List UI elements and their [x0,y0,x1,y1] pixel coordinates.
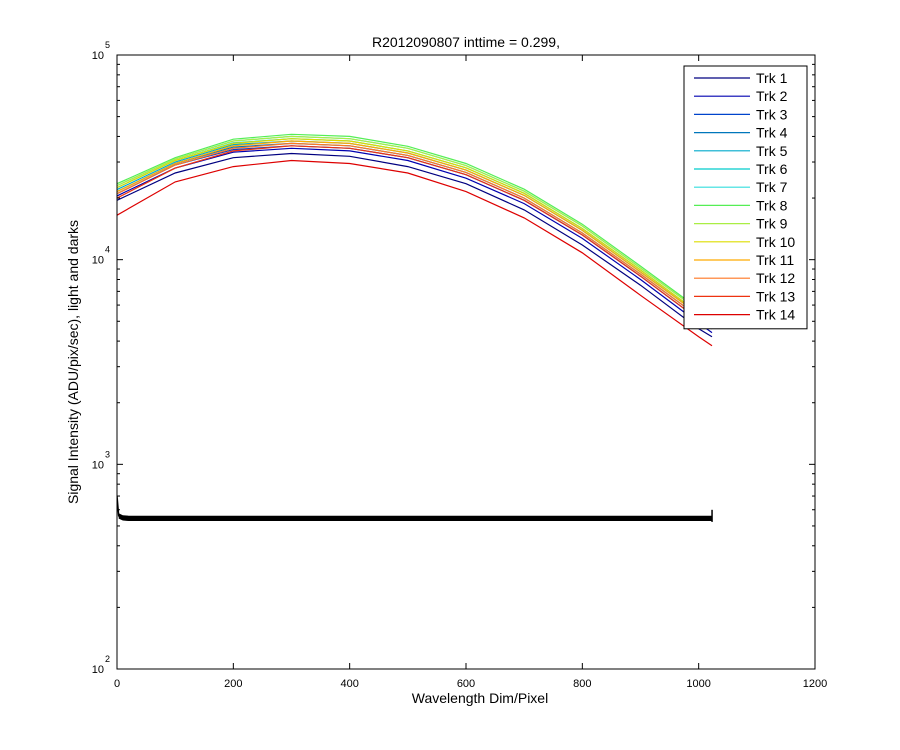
x-tick-label: 400 [340,678,358,690]
series-line-trk-11 [117,140,713,324]
series-line-trk-9 [117,135,713,320]
plot-lines [117,133,713,522]
y-tick-exponent: 4 [105,245,110,255]
x-tick-label: 800 [573,678,591,690]
series-line-trk-14 [117,159,713,347]
y-tick-exponent: 5 [105,40,110,50]
legend-label-trk-8: Trk 8 [756,197,788,213]
x-tick-label: 0 [114,678,120,690]
series-line-trk-12 [117,142,713,327]
series-line-trk-2 [117,147,713,334]
series-line-trk-1 [117,152,713,338]
y-tick-label: 10 [92,50,104,62]
legend-label-trk-7: Trk 7 [756,179,788,195]
x-tick-label: 200 [224,678,242,690]
y-tick-exponent: 3 [105,449,110,459]
series-line-trk-13 [117,145,713,330]
chart-title: R2012090807 inttime = 0.299, [372,34,560,50]
x-tick-label: 1000 [686,678,710,690]
series-line-trk-10 [117,138,713,322]
y-tick-label: 10 [92,664,104,676]
legend-label-trk-14: Trk 14 [756,307,795,323]
legend-label-trk-13: Trk 13 [756,288,795,304]
legend-label-trk-10: Trk 10 [756,234,795,250]
legend-label-trk-11: Trk 11 [756,252,794,268]
y-tick-exponent: 2 [105,654,110,664]
legend-box [683,65,808,330]
legend-label-trk-3: Trk 3 [756,106,788,122]
legend-label-trk-12: Trk 12 [756,270,795,286]
legend-label-trk-1: Trk 1 [756,70,788,86]
x-tick-label: 600 [457,678,475,690]
legend-label-trk-4: Trk 4 [756,125,788,141]
legend-label-trk-9: Trk 9 [756,216,788,232]
series-line-trk-8 [117,133,713,319]
y-axis-label: Signal Intensity (ADU/pix/sec), light an… [65,220,81,504]
legend: Trk 1 Trk 2 Trk 3 Trk 4 Trk 5 Trk 6 Trk 7 Trk 8… [683,65,808,330]
legend-label-trk-2: Trk 2 [756,88,788,104]
y-tick-label: 10 [92,459,104,471]
legend-label-trk-6: Trk 6 [756,161,788,177]
x-axis: 0 200 400 600 800 1000 1200 [114,55,827,690]
y-tick-label: 10 [92,255,104,267]
legend-label-trk-5: Trk 5 [756,143,788,159]
x-axis-label: Wavelength Dim/Pixel [412,690,548,706]
x-tick-label: 1200 [803,678,827,690]
